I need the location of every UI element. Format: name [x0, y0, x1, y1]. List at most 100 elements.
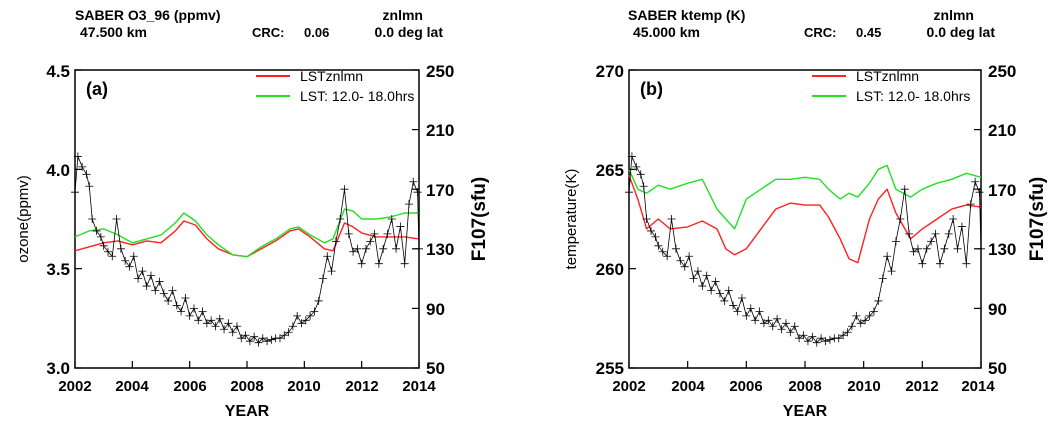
- f107-point-marker: [99, 241, 108, 250]
- f107-point-marker: [777, 325, 786, 334]
- f107-point-marker: [155, 277, 164, 286]
- f107-point-marker: [707, 286, 716, 295]
- f107-point-marker: [310, 307, 319, 316]
- x-tick-label: 2006: [729, 378, 762, 395]
- crc-value: 0.45: [856, 25, 881, 40]
- f107-point-marker: [112, 215, 121, 223]
- f107-point-marker: [82, 170, 91, 179]
- legend-entry: LST: 12.0- 18.0hrs: [300, 88, 414, 104]
- y2-tick-label: 170: [426, 181, 454, 200]
- f107-point-marker: [887, 267, 896, 276]
- y2-tick-label: 50: [988, 359, 1007, 378]
- f107-point-marker: [396, 222, 405, 231]
- f107-point-marker: [280, 331, 289, 340]
- x-axis-label: YEAR: [783, 403, 828, 420]
- series-line-lstznlmn: [628, 175, 982, 264]
- series-line-lst-12-0-18-0hrs: [628, 164, 982, 230]
- f107-point-marker: [636, 170, 645, 179]
- f107-point-marker: [654, 241, 663, 250]
- f107-point-marker: [88, 215, 97, 223]
- legend: LSTznlmn LST: 12.0- 18.0hrs: [812, 68, 970, 104]
- f107-point-marker: [878, 274, 887, 283]
- y-tick-label: 255: [596, 359, 624, 378]
- f107-point-marker: [275, 334, 284, 343]
- f107-point-marker: [680, 262, 689, 271]
- y-axis-right-labels: 50 90 130 170 210 250: [988, 62, 1016, 378]
- y-tick-label: 3.5: [46, 260, 70, 279]
- f107-point-marker: [852, 311, 861, 320]
- f107-point-marker: [116, 244, 125, 253]
- f107-point-marker: [869, 307, 878, 316]
- chart-header: SABER O3_96 (ppmv) 47.500 km znlmn CRC: …: [75, 7, 443, 40]
- f107-point-marker: [250, 332, 259, 341]
- mode-label: znlmn: [934, 7, 974, 23]
- f107-point-marker: [799, 331, 808, 340]
- f107-point-marker: [241, 331, 250, 340]
- latitude-label: 0.0 deg lat: [927, 24, 996, 40]
- tick-marks: [74, 69, 420, 369]
- f107-point-marker: [803, 337, 812, 346]
- f107-point-marker: [944, 229, 953, 238]
- f107-point-marker: [927, 237, 936, 246]
- x-tick-label: 2002: [612, 378, 645, 395]
- x-axis-labels: 2002 2004 2006 2008 2010 2012 2014: [58, 378, 436, 395]
- mode-label: znlmn: [383, 7, 423, 23]
- x-tick-label: 2012: [905, 378, 938, 395]
- series-line-lst-12-0-18-0hrs: [74, 208, 419, 258]
- f107-point-marker: [737, 293, 746, 302]
- x-tick-label: 2004: [671, 378, 705, 395]
- f107-point-marker: [96, 232, 105, 241]
- f107-point-marker: [142, 282, 151, 291]
- legend-entry: LSTznlmn: [300, 68, 363, 84]
- f107-point-marker: [856, 319, 865, 328]
- series-line-lstznlmn: [74, 220, 420, 258]
- x-tick-label: 2014: [402, 378, 436, 395]
- f107-point-marker: [168, 286, 177, 295]
- y2-tick-label: 130: [988, 240, 1016, 259]
- f107-point-marker: [164, 296, 173, 305]
- f107-point-marker: [966, 200, 975, 209]
- f107-point-marker: [931, 229, 940, 238]
- f107-point-marker: [159, 289, 168, 298]
- f107-point-marker: [237, 334, 246, 343]
- series-layer: [71, 152, 423, 347]
- legend-entry: LST: 12.0- 18.0hrs: [856, 88, 970, 104]
- f107-point-marker: [786, 328, 795, 337]
- f107-point-marker: [220, 325, 229, 334]
- f107-point-marker: [228, 328, 237, 337]
- x-tick-label: 2008: [788, 378, 821, 395]
- plot-area-frame: [628, 69, 982, 369]
- f107-point-marker: [720, 296, 729, 305]
- f107-point-marker: [400, 259, 409, 268]
- f107-point-marker: [839, 331, 848, 340]
- f107-point-marker: [711, 277, 720, 286]
- f107-point-marker: [698, 282, 707, 291]
- f107-point-marker: [370, 229, 379, 238]
- f107-point-marker: [625, 188, 633, 197]
- f107-point-marker: [790, 322, 799, 331]
- chart-title: SABER O3_96 (ppmv): [75, 7, 220, 23]
- f107-point-marker: [198, 307, 207, 316]
- f107-point-marker: [953, 244, 962, 253]
- f107-point-marker: [108, 252, 117, 261]
- f107-point-marker: [336, 215, 345, 223]
- f107-point-marker: [962, 259, 971, 268]
- f107-point-marker: [733, 307, 742, 316]
- f107-point-marker: [751, 316, 760, 325]
- f107-point-marker: [387, 215, 396, 223]
- f107-point-marker: [671, 244, 680, 253]
- series-layer: [625, 152, 985, 347]
- f107-point-marker: [755, 307, 764, 316]
- f107-point-marker: [715, 289, 724, 298]
- f107-point-marker: [847, 322, 856, 331]
- x-axis-label: YEAR: [225, 403, 270, 420]
- f107-point-marker: [689, 274, 698, 283]
- f107-point-marker: [663, 252, 672, 261]
- f107-point-marker: [896, 215, 905, 223]
- f107-point-marker: [340, 185, 349, 194]
- f107-point-marker: [177, 307, 186, 316]
- x-tick-label: 2014: [961, 378, 995, 395]
- f107-point-marker: [409, 177, 418, 186]
- f107-point-marker: [874, 296, 883, 305]
- f107-point-marker: [834, 334, 843, 343]
